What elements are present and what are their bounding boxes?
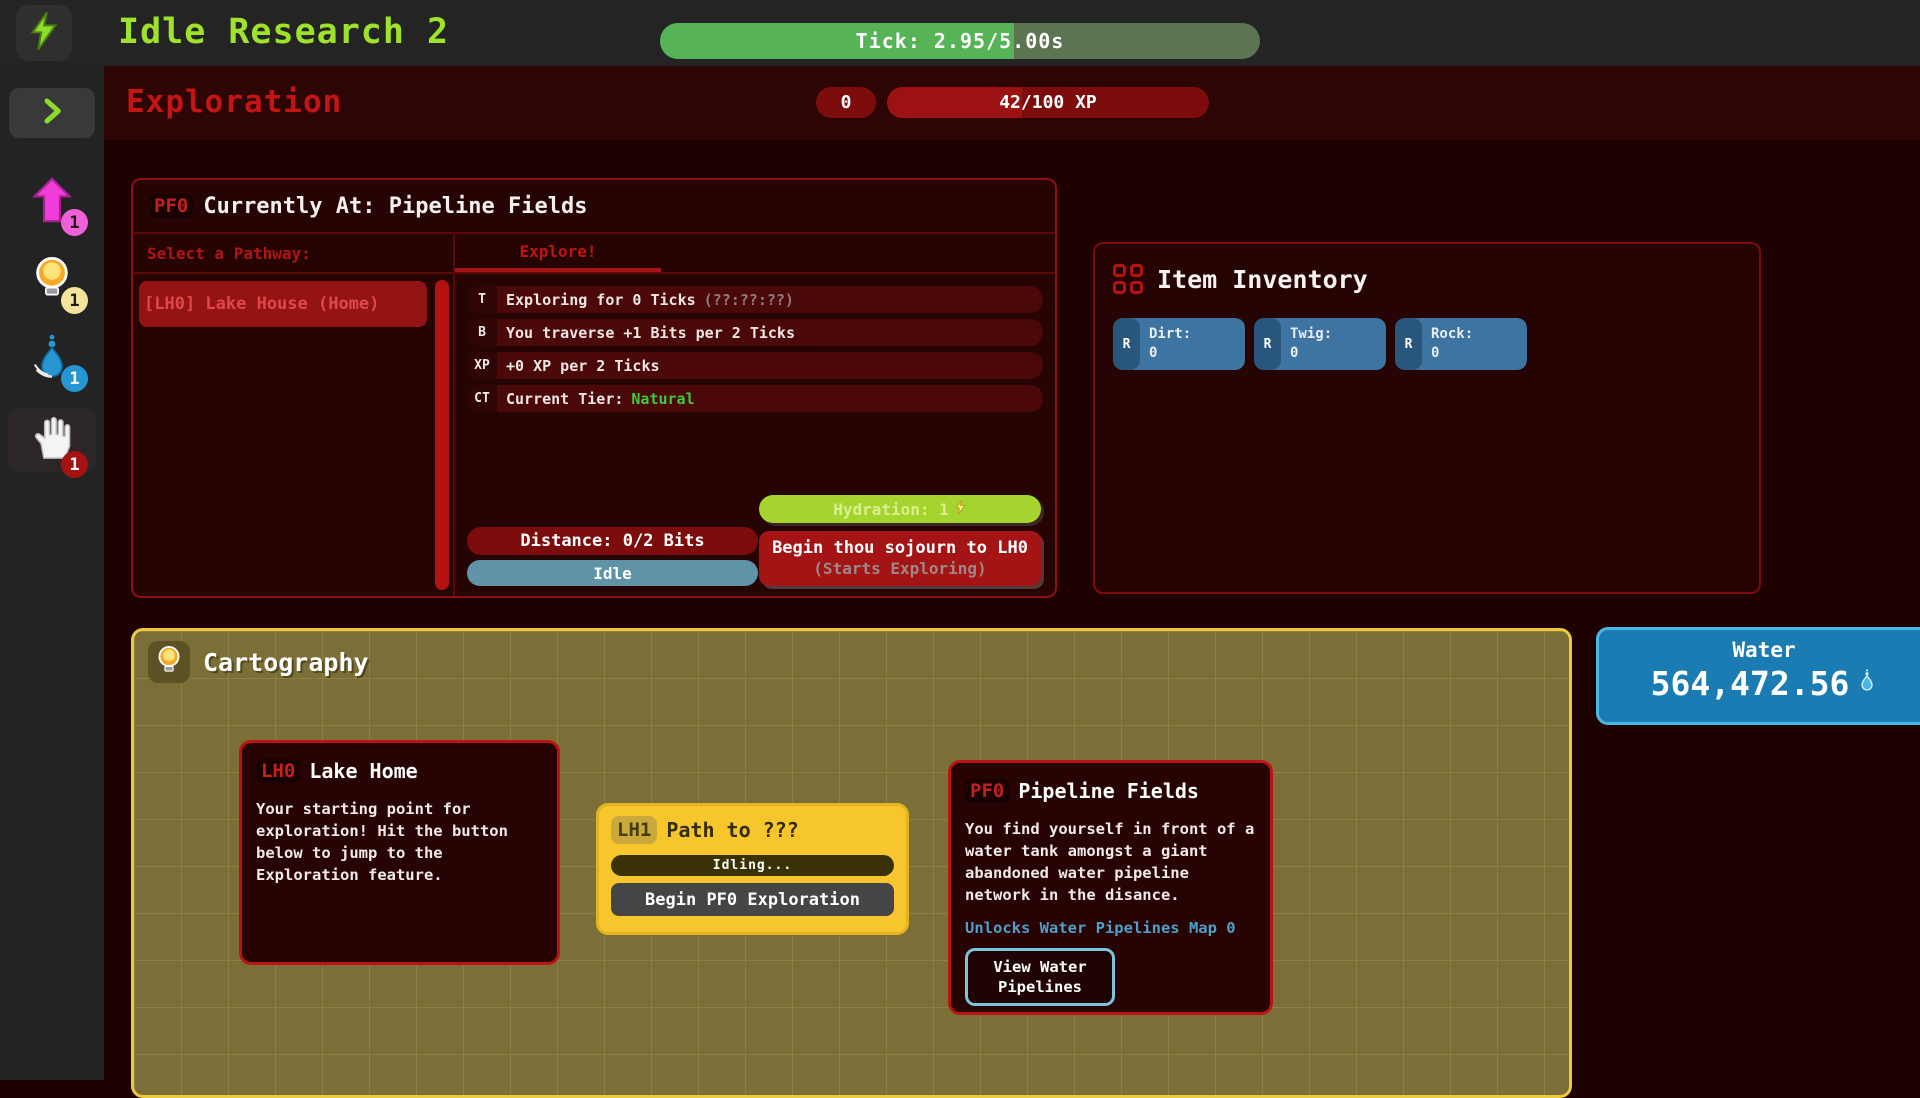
- upgrades-badge: 1: [61, 209, 88, 236]
- distance-indicator: Distance: 0/2 Bits: [467, 527, 758, 555]
- pathway-list: [LH0] Lake House (Home): [133, 274, 453, 596]
- inventory-item-rock[interactable]: R Rock: 0: [1395, 318, 1527, 370]
- water-drop-icon: [31, 332, 73, 384]
- begin-sojourn-button[interactable]: Begin thou sojourn to LH0 (Starts Explor…: [759, 531, 1041, 586]
- inventory-item-dirt[interactable]: R Dirt: 0: [1113, 318, 1245, 370]
- stat-row-bits: B You traverse +1 Bits per 2 Ticks: [467, 319, 1043, 346]
- map-node-pipeline-fields: PF0 Pipeline Fields You find yourself in…: [948, 760, 1273, 1015]
- stat-tag: XP: [467, 352, 497, 379]
- cartography-title: Cartography: [203, 647, 369, 677]
- manual-badge: 1: [61, 451, 88, 478]
- water-label: Water: [1732, 638, 1796, 662]
- up-arrow-icon: [30, 177, 74, 227]
- stat-row-xp: XP +0 XP per 2 Ticks: [467, 352, 1043, 379]
- pathway-scrollbar-track: [435, 280, 449, 590]
- lightning-small-icon: [954, 499, 967, 520]
- explore-stats: T Exploring for 0 Ticks (??:??:??) B You…: [455, 274, 1055, 412]
- sidebar-item-ideas[interactable]: 1: [8, 252, 96, 314]
- pathway-scrollbar-thumb[interactable]: [435, 280, 449, 590]
- cartography-icon-button[interactable]: [148, 641, 190, 683]
- stat-tag: T: [467, 286, 497, 313]
- node-code-chip: LH0: [256, 759, 301, 783]
- pathway-item-lh0[interactable]: [LH0] Lake House (Home): [139, 281, 427, 327]
- inventory-item-twig[interactable]: R Twig: 0: [1254, 318, 1386, 370]
- stat-tag: CT: [467, 385, 497, 412]
- water-resource-panel: Water 564,472.56: [1596, 627, 1920, 725]
- app-logo-button[interactable]: [16, 5, 72, 61]
- pathway-column: Select a Pathway: [LH0] Lake House (Home…: [133, 234, 455, 596]
- sidebar-item-water[interactable]: 1: [8, 330, 96, 392]
- inventory-grid-icon: [1113, 264, 1143, 294]
- hand-icon: [30, 414, 74, 466]
- water-drop-small-icon: [1857, 664, 1877, 703]
- lightning-bolt-icon: [27, 11, 61, 55]
- lightbulb-icon: [155, 644, 183, 680]
- tier-value: Natural: [631, 389, 695, 408]
- rarity-badge: R: [1254, 318, 1281, 370]
- hydration-indicator: Hydration: 1: [759, 495, 1041, 523]
- page-header: Exploration 0 42/100 XP: [104, 66, 1920, 140]
- current-location-panel: PF0 Currently At: Pipeline Fields Select…: [131, 178, 1057, 598]
- lightbulb-icon: [31, 255, 73, 305]
- stat-tag: B: [467, 319, 497, 346]
- tick-progress-fill: [660, 23, 1014, 59]
- explore-tab-row: Explore!: [455, 234, 1055, 274]
- status-indicator: Idle: [467, 560, 758, 586]
- xp-progress-fill: [887, 87, 1023, 118]
- unlocks-note: Unlocks Water Pipelines Map 0: [965, 919, 1236, 937]
- sidebar-item-manual[interactable]: 1: [8, 408, 96, 478]
- map-node-path-to-unknown: LH1 Path to ??? Idling... Begin PF0 Expl…: [596, 803, 909, 935]
- tick-progress-label: Tick: 2.95/5.00s: [855, 29, 1065, 53]
- stat-row-tier: CT Current Tier: Natural: [467, 385, 1043, 412]
- rarity-badge: R: [1395, 318, 1422, 370]
- begin-pf0-exploration-button[interactable]: Begin PF0 Exploration: [611, 883, 894, 916]
- map-node-lake-home: LH0 Lake Home Your starting point for ex…: [239, 740, 560, 965]
- level-badge: 0: [816, 87, 876, 118]
- tab-explore[interactable]: Explore!: [455, 234, 661, 272]
- app-title: Idle Research 2: [118, 12, 450, 52]
- location-code-chip: PF0: [149, 194, 194, 218]
- stat-row-ticks: T Exploring for 0 Ticks (??:??:??): [467, 286, 1043, 313]
- sidebar-item-upgrades[interactable]: 1: [8, 174, 96, 236]
- node-code-chip: PF0: [965, 779, 1010, 803]
- tick-progress-bar: Tick: 2.95/5.00s: [660, 23, 1260, 59]
- explore-column: Explore! T Exploring for 0 Ticks (??:??:…: [455, 234, 1055, 596]
- xp-progress-bar: 42/100 XP: [887, 87, 1209, 118]
- idling-status-bar: Idling...: [611, 855, 894, 876]
- pathway-list-header: Select a Pathway:: [133, 234, 453, 274]
- current-location-header: PF0 Currently At: Pipeline Fields: [133, 180, 1055, 234]
- sidebar: 1 1 1: [0, 66, 104, 1080]
- sidebar-collapse-button[interactable]: [9, 88, 95, 138]
- water-amount: 564,472.56: [1650, 664, 1850, 703]
- node-code-chip: LH1: [611, 816, 658, 844]
- current-location-title: Currently At: Pipeline Fields: [203, 193, 588, 219]
- cartography-panel: Cartography LH0 Lake Home Your starting …: [131, 628, 1572, 1098]
- rarity-badge: R: [1113, 318, 1140, 370]
- ideas-badge: 1: [61, 287, 88, 314]
- xp-progress-label: 42/100 XP: [999, 92, 1097, 113]
- view-water-pipelines-button[interactable]: View Water Pipelines: [965, 948, 1115, 1007]
- top-bar: Idle Research 2 Tick: 2.95/5.00s: [0, 0, 1920, 66]
- inventory-title: Item Inventory: [1157, 264, 1368, 294]
- page-title: Exploration: [126, 84, 343, 120]
- item-inventory-panel: Item Inventory R Dirt: 0 R Twig: 0 R: [1093, 242, 1761, 594]
- water-badge: 1: [61, 365, 88, 392]
- main-content: Exploration 0 42/100 XP PF0 Currently At…: [104, 66, 1920, 1098]
- chevron-right-icon: [37, 94, 67, 132]
